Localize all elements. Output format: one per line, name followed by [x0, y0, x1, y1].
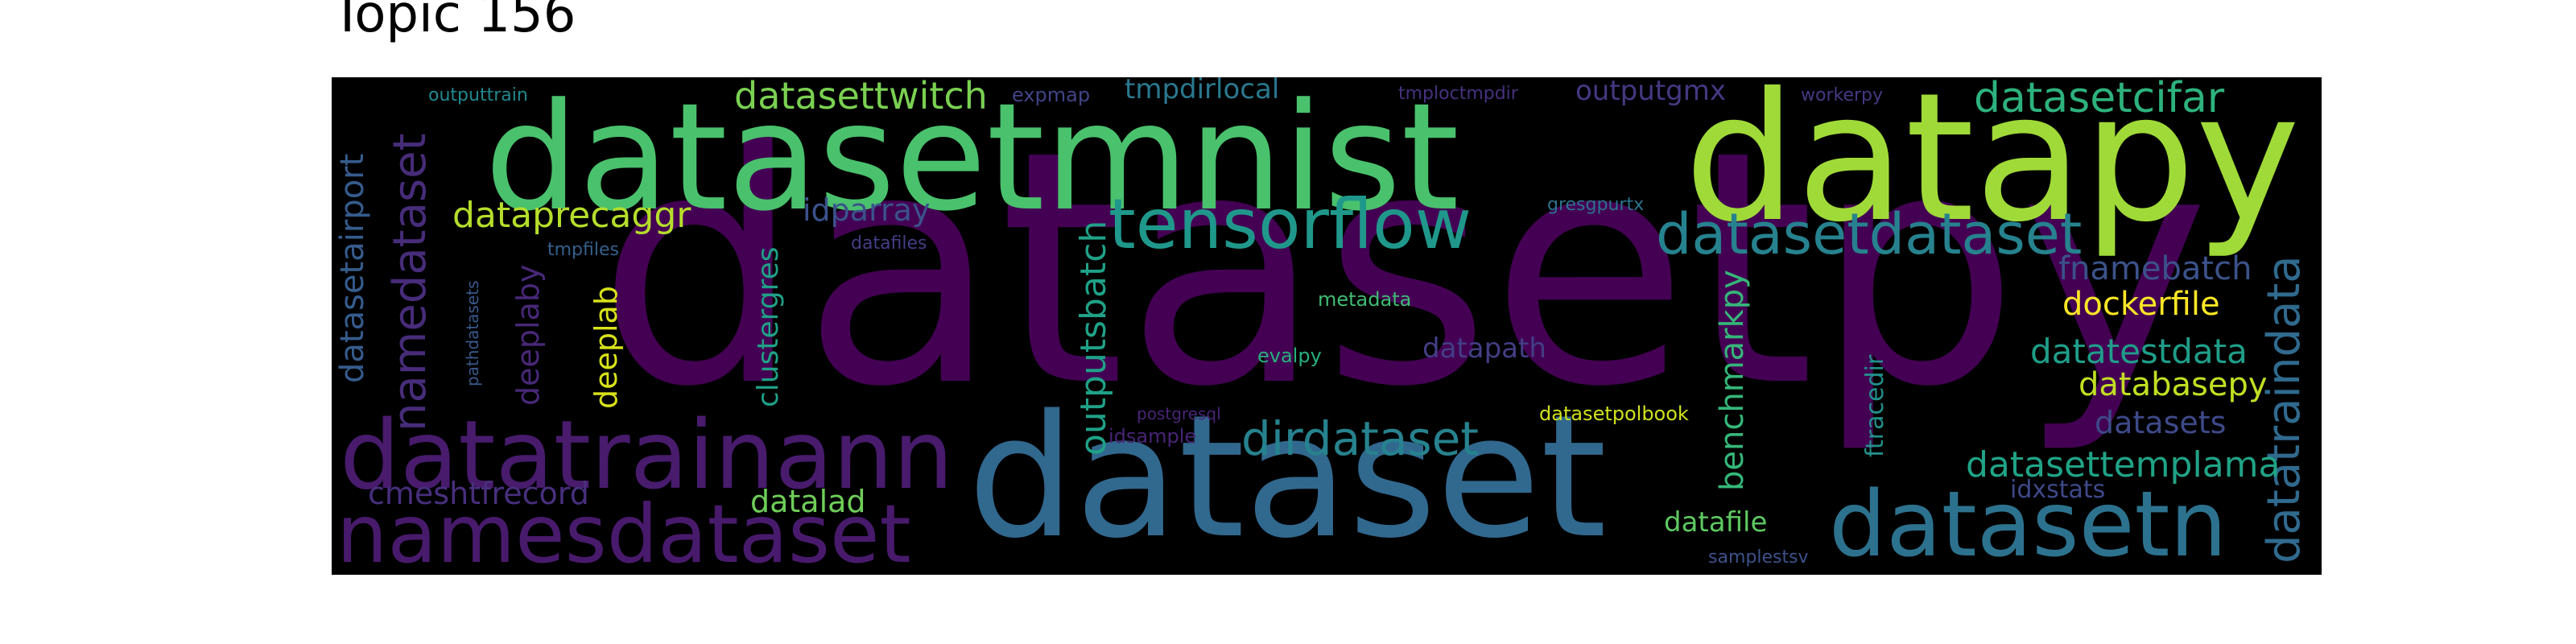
word-datasetairport: datasetairport — [334, 153, 371, 383]
word-namedataset: namedataset — [384, 133, 436, 431]
word-outputtrain: outputtrain — [428, 85, 528, 105]
word-samplestsv: samplestsv — [1708, 547, 1809, 568]
word-datasetn: datasetn — [1829, 473, 2227, 575]
word-idsample: idsample — [1108, 425, 1197, 448]
word-datafiles: datafiles — [851, 233, 927, 254]
word-pathdatasets: pathdatasets — [463, 280, 482, 386]
word-deeplaby: deeplaby — [510, 264, 546, 406]
word-tmploctmpdir: tmploctmpdir — [1398, 84, 1518, 104]
word-datasetdataset: datasetdataset — [1656, 201, 2083, 267]
word-clustergres: clustergres — [752, 246, 785, 407]
word-deeplab: deeplab — [588, 286, 624, 409]
word-datasetpy: datasetpy — [597, 83, 2210, 457]
word-metadata: metadata — [1318, 288, 1412, 311]
word-namesdataset: namesdataset — [336, 487, 911, 575]
word-dockerfile: dockerfile — [2062, 286, 2220, 323]
word-datatestdata: datatestdata — [2030, 332, 2248, 371]
word-expmap: expmap — [1012, 84, 1091, 106]
word-datasets: datasets — [2095, 405, 2227, 440]
word-datasetmnist: datasetmnist — [485, 77, 1459, 244]
word-datatrainann: datatrainann — [340, 399, 954, 510]
word-cloud: datasetpy datasetmnist datapy dataset na… — [332, 77, 2322, 575]
figure-title: Topic 156 — [332, 0, 576, 44]
word-idxstats: idxstats — [2010, 476, 2106, 504]
word-outputsbatch: outputsbatch — [1073, 220, 1114, 456]
word-datasetpolbook: datasetpolbook — [1539, 402, 1689, 425]
word-datapy: datapy — [1684, 77, 2301, 261]
word-datapath: datapath — [1422, 332, 1546, 365]
word-databasepy: databasepy — [2079, 366, 2268, 403]
word-idparray: idparray — [803, 192, 931, 228]
word-postgresql: postgresql — [1137, 404, 1221, 423]
word-datalad: datalad — [750, 484, 866, 519]
word-datasettemplama: datasettemplama — [1966, 444, 2281, 485]
word-dirdataset: dirdataset — [1241, 411, 1480, 466]
word-outputgmx: outputgmx — [1575, 77, 1726, 107]
word-ftracedir: ftracedir — [1861, 354, 1889, 457]
word-gresgpurtx: gresgpurtx — [1547, 195, 1645, 215]
word-cmeshtfrecord: cmeshtfrecord — [368, 476, 589, 511]
word-datasetcifar: datasetcifar — [1974, 77, 2225, 122]
word-datasettwitch: datasettwitch — [734, 77, 988, 118]
word-tmpdirlocal: tmpdirlocal — [1125, 77, 1280, 105]
word-datafile: datafile — [1664, 506, 1768, 539]
word-dataset: dataset — [968, 378, 1607, 575]
word-tensorflow: tensorflow — [1108, 184, 1472, 265]
word-tmpfiles: tmpfiles — [547, 240, 619, 260]
word-evalpy: evalpy — [1257, 345, 1322, 367]
word-dataprecaggr: dataprecaggr — [452, 195, 691, 236]
word-datatraindata: datatraindata — [2258, 255, 2310, 564]
word-workerpy: workerpy — [1801, 85, 1884, 105]
word-fnamebatch: fnamebatch — [2058, 250, 2252, 287]
word-benchmarkpy: benchmarkpy — [1714, 270, 1751, 491]
